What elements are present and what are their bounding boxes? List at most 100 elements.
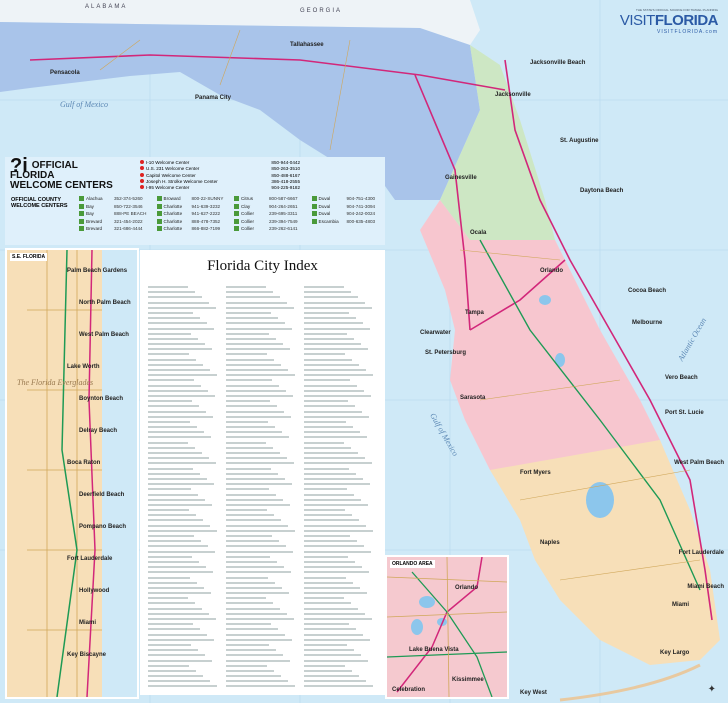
- index-entry: [226, 592, 289, 595]
- index-entry: [226, 649, 276, 652]
- water-label-gulf: Gulf of Mexico: [60, 100, 108, 109]
- index-entry: [148, 675, 203, 678]
- index-entry: [148, 358, 196, 361]
- city-label: Lake Buena Vista: [409, 647, 459, 653]
- index-entry: [226, 296, 280, 299]
- index-entry: [304, 369, 366, 371]
- index-entry: [148, 664, 189, 667]
- city-label: Vero Beach: [665, 375, 698, 381]
- index-entry: [304, 353, 345, 356]
- index-entry: [226, 493, 276, 496]
- index-entry: [304, 509, 345, 512]
- city-label: Key Largo: [660, 650, 690, 656]
- index-entry: [148, 555, 192, 558]
- index-entry: [148, 446, 195, 449]
- index-entry: [304, 363, 359, 366]
- index-entry: [148, 415, 213, 418]
- index-entry: [226, 618, 294, 620]
- index-entry: [226, 519, 281, 522]
- panhandle-region: [0, 22, 480, 200]
- index-entry: [148, 685, 217, 688]
- index-entry: [148, 509, 189, 512]
- visit-florida-url[interactable]: VISITFLORIDA.com: [656, 29, 718, 35]
- index-entry: [226, 628, 278, 631]
- index-entry: [226, 472, 278, 475]
- index-entry: [304, 348, 368, 351]
- city-label: Fort Lauderdale: [678, 550, 724, 556]
- welcome-center-icon: [234, 211, 239, 217]
- index-entry: [304, 457, 365, 460]
- welcome-centers-panel: ?i OFFICIAL FLORIDA WELCOME CENTERS I-10 W…: [5, 156, 385, 245]
- index-entry: [226, 623, 271, 626]
- index-entry: [148, 519, 203, 522]
- index-entry: [304, 612, 365, 615]
- index-entry: [226, 685, 295, 688]
- county-welcome-center: Collier 239-394-7549: [230, 218, 308, 226]
- index-entry: [226, 291, 273, 294]
- index-entry: [148, 602, 195, 605]
- index-entry: [304, 431, 360, 434]
- index-entry: [226, 664, 267, 667]
- welcome-center-icon: [79, 203, 84, 209]
- index-entry: [226, 659, 290, 662]
- visit-florida-logo[interactable]: THE STATE'S OFFICIAL SOURCE FOR TRAVEL P…: [619, 8, 719, 35]
- index-entry: [148, 540, 201, 543]
- county-centers-title: OFFICIAL COUNTY WELCOME CENTERS: [11, 197, 68, 209]
- city-label: Jacksonville Beach: [530, 60, 586, 66]
- index-entry: [304, 467, 349, 470]
- index-entry: [148, 483, 214, 486]
- city-label: Cocoa Beach: [628, 288, 667, 294]
- index-entry: [304, 337, 354, 340]
- index-entry: [226, 353, 267, 356]
- neighbor-states: [0, 0, 480, 45]
- city-label: West Palm Beach: [674, 460, 724, 466]
- index-column: [304, 286, 376, 691]
- city-label: Palm Beach Gardens: [67, 268, 128, 274]
- index-entry: [304, 545, 364, 548]
- index-entry: [148, 394, 215, 397]
- index-entry: [226, 643, 269, 646]
- index-entry: [226, 529, 295, 532]
- city-label: Fort Lauderdale: [67, 556, 113, 562]
- index-entry: [226, 566, 284, 569]
- county-welcome-center: Citrus 800-587-6667: [230, 195, 308, 203]
- index-entry: [304, 524, 366, 527]
- index-entry: [304, 291, 351, 294]
- index-entry: [148, 405, 199, 408]
- index-entry: [148, 529, 217, 532]
- index-entry: [304, 633, 363, 636]
- index-entry: [226, 301, 287, 304]
- index-entry: [226, 389, 286, 392]
- index-entry: [148, 301, 209, 304]
- index-entry: [148, 332, 191, 335]
- index-entry: [226, 400, 270, 403]
- index-entry: [304, 400, 348, 403]
- index-entry: [148, 649, 198, 652]
- index-entry: [226, 394, 293, 397]
- index-entry: [304, 685, 373, 688]
- city-label: Tampa: [465, 310, 484, 316]
- index-entry: [304, 441, 344, 444]
- index-entry: [304, 623, 349, 626]
- index-entry: [304, 643, 347, 646]
- city-label: Miami: [79, 620, 97, 626]
- north-region: [440, 45, 555, 240]
- welcome-center-icon: [156, 196, 162, 201]
- index-entry: [304, 420, 346, 423]
- welcome-center-icon: [140, 185, 144, 190]
- index-entry: [304, 638, 370, 641]
- turnpike: [479, 239, 701, 591]
- index-entry: [148, 571, 213, 574]
- index-entry: [226, 602, 273, 605]
- index-entry: [148, 291, 195, 294]
- index-entry: [226, 358, 274, 361]
- index-entry: [148, 327, 214, 330]
- orlando-inset-title: ORLANDO AREA: [390, 560, 435, 568]
- county-welcome-center: Bay 888-PE BEACH: [75, 210, 153, 218]
- index-entry: [226, 477, 285, 480]
- city-label: Boca Raton: [67, 460, 101, 466]
- index-entry: [148, 343, 205, 346]
- everglades-label: The Florida Everglades: [17, 378, 94, 387]
- index-entry: [226, 317, 278, 320]
- index-entry: [148, 306, 216, 309]
